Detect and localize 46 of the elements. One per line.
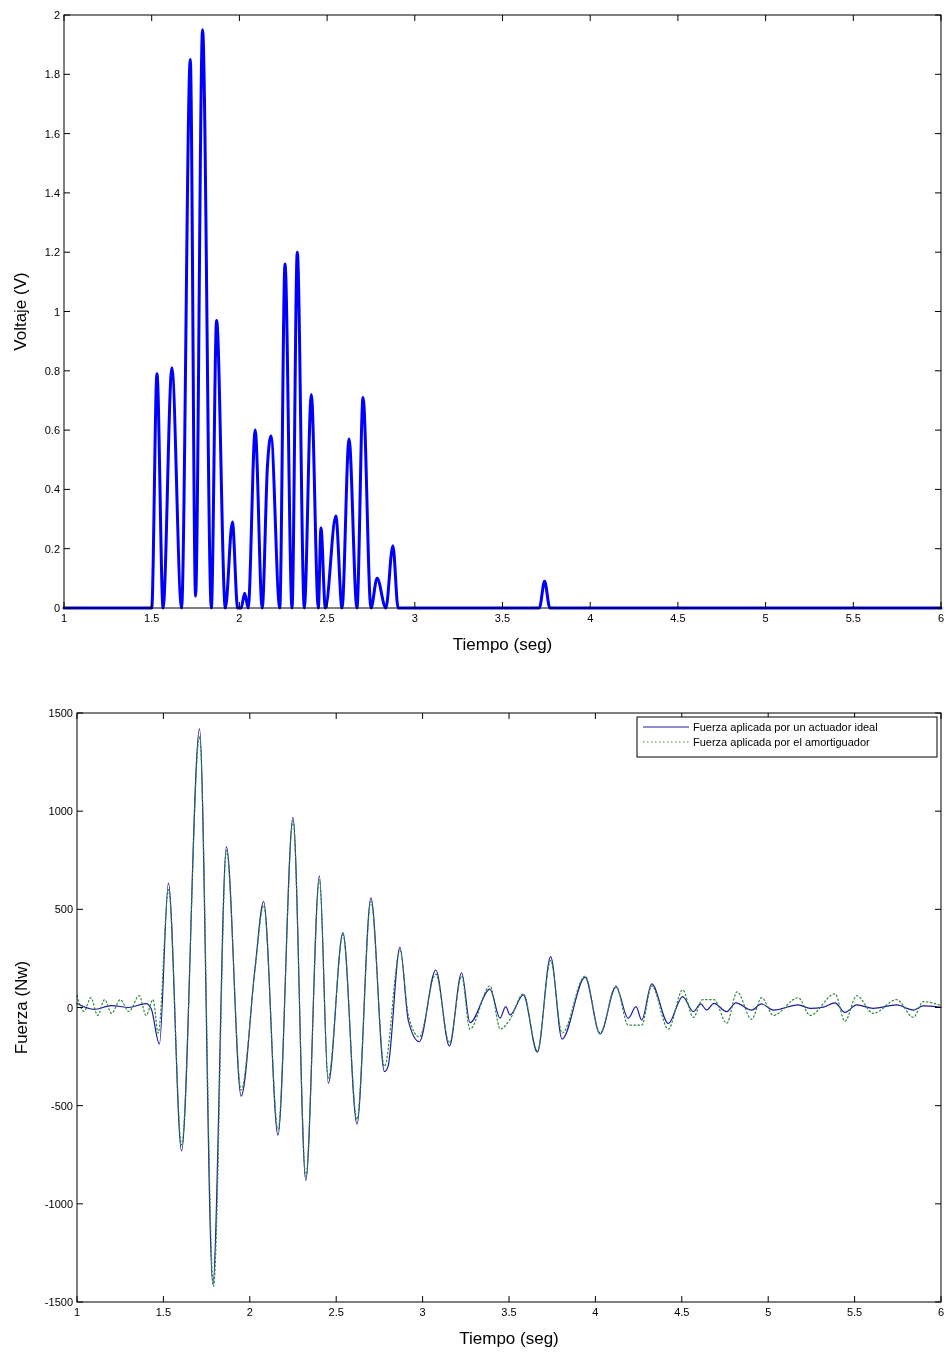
x-tick-label: 6 bbox=[937, 612, 945, 624]
y-tick-label: 0.6 bbox=[44, 424, 60, 437]
x-tick-label: 3.5 bbox=[494, 612, 511, 624]
x-tick-label: 5 bbox=[765, 1306, 772, 1318]
x-axis-title: Tiempo (seg) bbox=[452, 635, 553, 654]
x-tick-label: 4 bbox=[587, 612, 594, 624]
y-tick-label: 1.4 bbox=[44, 186, 60, 199]
x-tick-label: 5.5 bbox=[845, 612, 861, 624]
x-tick-label: 5.5 bbox=[846, 1306, 863, 1318]
y-tick-label: 1.8 bbox=[44, 68, 60, 81]
x-axis-title: Tiempo (seg) bbox=[459, 1329, 559, 1348]
y-tick-label: 1000 bbox=[48, 805, 73, 818]
x-tick-label: 4 bbox=[592, 1306, 599, 1318]
x-tick-label: 3.5 bbox=[501, 1306, 517, 1318]
y-tick-label: 1500 bbox=[48, 707, 73, 719]
x-tick-label: 2.5 bbox=[319, 612, 335, 624]
y-tick-label: -1000 bbox=[44, 1197, 73, 1210]
y-tick-label: 0.2 bbox=[44, 542, 60, 555]
x-tick-label: 3 bbox=[411, 612, 418, 624]
y-axis-title: Voltaje (V) bbox=[11, 272, 30, 351]
y-tick-label: 2 bbox=[53, 9, 60, 21]
y-tick-label: 0 bbox=[53, 602, 60, 614]
x-tick-label: 4.5 bbox=[674, 1306, 690, 1318]
x-tick-label: 2 bbox=[246, 1306, 253, 1318]
y-tick-label: 0 bbox=[66, 1001, 73, 1014]
x-tick-label: 4.5 bbox=[670, 612, 686, 624]
y-tick-label: 0.8 bbox=[44, 364, 60, 377]
x-tick-label: 3 bbox=[419, 1306, 426, 1318]
y-tick-label: -1500 bbox=[44, 1296, 73, 1308]
legend-label: Fuerza aplicada por un actuador ideal bbox=[693, 721, 878, 733]
y-tick-label: 1.6 bbox=[44, 127, 60, 140]
y-tick-label: -500 bbox=[50, 1099, 73, 1112]
y-tick-label: 0.4 bbox=[44, 483, 60, 496]
x-tick-label: 2.5 bbox=[328, 1306, 344, 1318]
y-tick-label: 500 bbox=[54, 903, 73, 916]
y-axis-title: Fuerza (Nw) bbox=[12, 960, 31, 1055]
x-tick-label: 6 bbox=[937, 1306, 945, 1318]
x-tick-label: 1.5 bbox=[155, 1306, 172, 1318]
line-series bbox=[62, 28, 943, 610]
x-tick-label: 5 bbox=[762, 612, 769, 624]
x-tick-label: 2 bbox=[236, 612, 243, 624]
y-tick-label: 1 bbox=[53, 305, 60, 318]
y-tick-label: 1.2 bbox=[44, 246, 60, 259]
x-tick-label: 1 bbox=[73, 1306, 81, 1318]
legend-label: Fuerza aplicada por el amortiguador bbox=[693, 736, 871, 748]
x-tick-label: 1.5 bbox=[144, 612, 160, 624]
